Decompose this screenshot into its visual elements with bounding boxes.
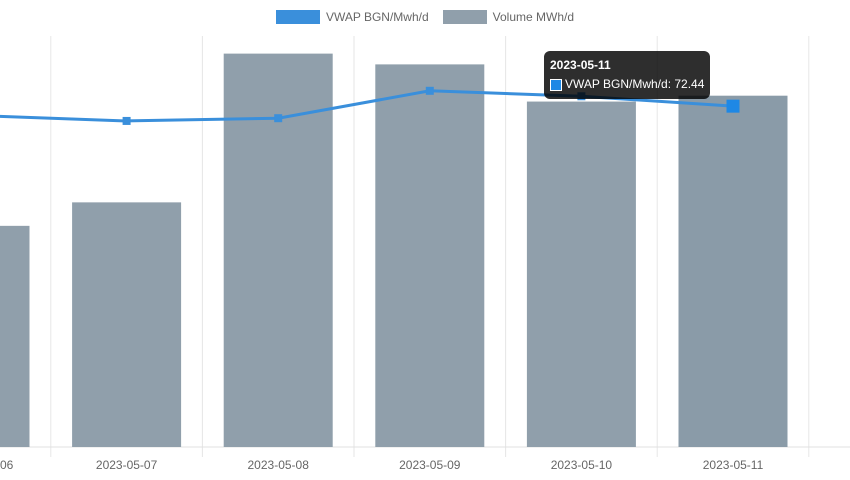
vwap-point[interactable] [274,114,283,123]
legend-swatch-vwap [275,10,320,24]
volume-bar[interactable] [72,202,182,447]
tooltip-label: VWAP BGN/Mwh/d: 72.44 [565,77,705,91]
x-tick-label: 2023-05-10 [551,458,613,472]
vwap-point[interactable] [726,99,740,113]
legend-swatch-volume [442,10,487,24]
volume-bar[interactable] [526,101,636,448]
legend-label-volume: Volume MWh/d [492,10,575,24]
vwap-point[interactable] [425,86,434,95]
volume-bar[interactable] [678,95,788,447]
x-tick-label: 06 [0,458,14,472]
tooltip-row: VWAP BGN/Mwh/d: 72.44 [550,76,704,93]
x-axis-ticks: 06 2023-05-07 2023-05-08 2023-05-09 2023-05-… [0,458,764,472]
legend-label-vwap: VWAP BGN/Mwh/d [325,10,429,24]
volume-bar[interactable] [375,64,485,447]
x-tick-label: 2023-05-08 [248,458,310,472]
tooltip-swatch [550,78,562,91]
volume-bar[interactable] [0,225,30,447]
x-tick-label: 2023-05-11 [703,458,764,472]
x-tick-label: 2023-05-09 [399,458,461,472]
tooltip-title: 2023-05-11 [550,58,611,72]
x-tick-label: 2023-05-07 [96,458,158,472]
chart-tooltip: 2023-05-11 VWAP BGN/Mwh/d: 72.44 [544,51,711,99]
legend-item-vwap[interactable]: VWAP BGN/Mwh/d [275,10,429,24]
legend-item-volume[interactable]: Volume MWh/d [442,10,575,24]
legend: VWAP BGN/Mwh/d Volume MWh/d [0,6,850,28]
volume-bars [0,53,788,448]
vwap-point[interactable] [122,116,131,125]
